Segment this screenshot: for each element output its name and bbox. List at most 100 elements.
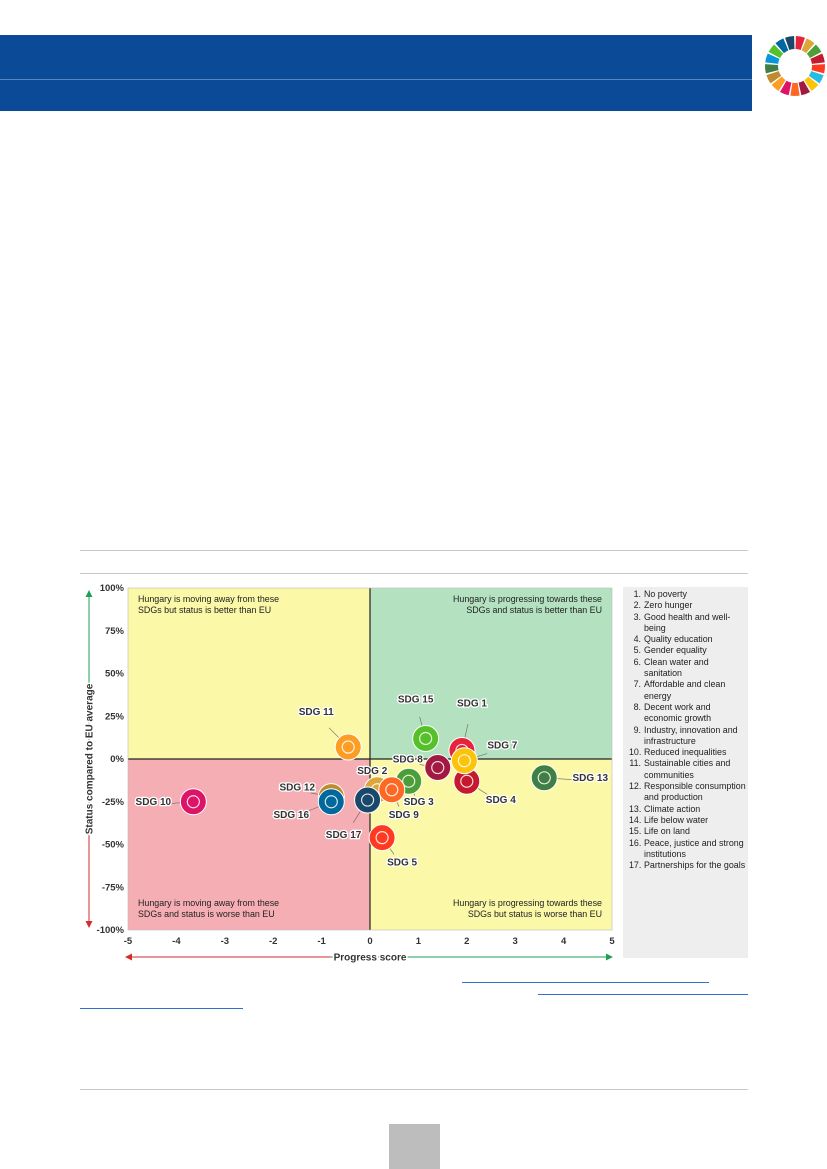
sdg-wheel-segment bbox=[811, 64, 825, 74]
x-axis-arrowhead-right bbox=[606, 953, 613, 961]
legend-item-label: Life below water bbox=[644, 814, 709, 825]
legend-item: 4. Quality education bbox=[629, 634, 748, 645]
x-tick-label: 0 bbox=[367, 936, 372, 947]
legend-item-label: Gender equality bbox=[644, 645, 707, 656]
quadrant-label-top-left: SDGs but status is better than EU bbox=[138, 605, 271, 615]
sdg-wheel-segment bbox=[801, 38, 815, 54]
legend-item: 16. Peace, justice and strong institution… bbox=[629, 838, 748, 861]
sdg-point-label: SDG 17 bbox=[326, 830, 362, 841]
x-axis-label: Progress score bbox=[334, 953, 407, 964]
legend-item: 9. Industry, innovation and infrastructur… bbox=[629, 725, 748, 748]
sdg-point-label: SDG 16 bbox=[273, 810, 309, 821]
sdg-point-label: SDG 3 bbox=[404, 797, 434, 808]
legend-item-label: Affordable and clean energy bbox=[644, 679, 726, 701]
legend-item: 11. Sustainable cities and communities bbox=[629, 758, 748, 781]
x-tick-label: 3 bbox=[513, 936, 518, 947]
legend-item-label: No poverty bbox=[644, 589, 687, 599]
quadrant-label-bottom-right: Hungary is progressing towards these bbox=[453, 898, 602, 908]
legend-item: 7. Affordable and clean energy bbox=[629, 679, 748, 702]
source-link-underline[interactable] bbox=[538, 994, 748, 995]
sdg-point-icon bbox=[419, 731, 433, 746]
sdg-point bbox=[368, 824, 396, 852]
legend-item-label: Responsible consumption and production bbox=[644, 781, 746, 803]
legend-item: 13. Climate action bbox=[629, 804, 748, 815]
legend-item-label: Zero hunger bbox=[644, 600, 693, 611]
plot-frame bbox=[127, 587, 613, 931]
quadrant-label-bottom-left: Hungary is moving away from these bbox=[138, 898, 279, 908]
y-tick-label: -25% bbox=[102, 797, 125, 808]
sdg-point-icon bbox=[186, 795, 200, 809]
sdg-wheel-segment bbox=[775, 38, 789, 54]
legend-item-label: Clean water and sanitation bbox=[644, 656, 709, 679]
x-axis-arrowhead-left bbox=[125, 953, 132, 961]
sdg-wheel-segment bbox=[808, 71, 824, 84]
legend-item-number: 16. bbox=[629, 837, 642, 848]
sdg-point-label: SDG 7 bbox=[487, 741, 517, 752]
sdg-point bbox=[424, 754, 452, 782]
legend-item: 6. Clean water and sanitation bbox=[629, 657, 748, 680]
sdg-point-label: SDG 5 bbox=[387, 858, 417, 869]
sdg-wheel-segment bbox=[779, 80, 792, 96]
sdg-point-label: SDG 8 bbox=[393, 755, 423, 766]
sdg-wheel-segment bbox=[765, 53, 780, 64]
legend-item-number: 13. bbox=[629, 803, 642, 814]
quadrant-label-top-right: SDGs and status is better than EU bbox=[466, 605, 602, 615]
sdg-point-icon bbox=[385, 783, 399, 797]
x-tick-label: 5 bbox=[609, 936, 615, 947]
sdg-point-label: SDG 11 bbox=[299, 707, 334, 718]
source-link-underline[interactable] bbox=[462, 982, 709, 983]
source-link-underline[interactable] bbox=[80, 1008, 243, 1009]
legend-item-number: 6. bbox=[633, 656, 641, 667]
legend-item-number: 2. bbox=[633, 600, 641, 611]
legend-item-number: 7. bbox=[633, 679, 641, 690]
quadrant-label-bottom-right: SDGs but status is worse than EU bbox=[468, 909, 602, 919]
sdg-point-icon bbox=[431, 760, 445, 775]
legend-item-label: Peace, justice and strong institutions bbox=[644, 837, 744, 859]
quadrant-top-left bbox=[128, 588, 370, 759]
legend-item-number: 17. bbox=[629, 860, 642, 871]
legend-item: 5. Gender equality bbox=[629, 645, 748, 656]
sdg-wheel-segment bbox=[806, 44, 822, 58]
legend-item: 12. Responsible consumption and productio… bbox=[629, 781, 748, 804]
sdg-point bbox=[450, 747, 478, 775]
y-tick-label: 75% bbox=[105, 626, 125, 637]
sdg-wheel-segment bbox=[798, 80, 811, 96]
x-tick-label: -4 bbox=[172, 936, 181, 947]
legend-item: 2. Zero hunger bbox=[629, 600, 748, 611]
sdg-point-icon bbox=[402, 774, 416, 788]
legend-item-label: Decent work and economic growth bbox=[644, 701, 712, 724]
legend-item: 15. Life on land bbox=[629, 826, 748, 837]
sdg-point-label: SDG 2 bbox=[357, 766, 387, 777]
y-axis-label: Status compared to EU average bbox=[85, 683, 96, 834]
sdg-point-label: SDG 13 bbox=[572, 773, 608, 784]
sdg-point-label: SDG 9 bbox=[389, 810, 419, 821]
y-tick-label: 0% bbox=[110, 754, 124, 765]
sdg-point-label: SDG 10 bbox=[136, 797, 172, 808]
sdg-point-icon bbox=[537, 771, 551, 785]
sdg-wheel-segment bbox=[804, 76, 819, 92]
y-axis-arrowhead-up bbox=[85, 590, 93, 597]
sdg-point-icon bbox=[341, 740, 355, 754]
header-divider bbox=[0, 79, 752, 80]
sdg-wheel-segment bbox=[771, 76, 786, 92]
y-tick-label: -100% bbox=[97, 925, 125, 936]
sdg-point bbox=[412, 724, 440, 752]
y-tick-label: 25% bbox=[105, 711, 125, 722]
figure-caption-rule bbox=[80, 573, 748, 574]
sdg-point-icon bbox=[457, 754, 471, 768]
legend-item-label: Reduced inequalities bbox=[644, 747, 727, 758]
y-axis-arrowhead-down bbox=[85, 921, 93, 928]
legend-item: 10. Reduced inequalities bbox=[629, 747, 748, 758]
legend-item-label: Life on land bbox=[644, 826, 690, 837]
sdg-point-label: SDG 1 bbox=[457, 698, 487, 709]
legend-item-number: 14. bbox=[629, 814, 642, 825]
quadrant-label-top-left: Hungary is moving away from these bbox=[138, 594, 279, 604]
sdg-point-icon bbox=[360, 793, 375, 807]
sdg-point-icon bbox=[375, 831, 389, 845]
legend-item-number: 4. bbox=[633, 634, 641, 645]
sdg-wheel-segment bbox=[766, 71, 782, 84]
sdg-point bbox=[378, 776, 406, 804]
figure-top-rule bbox=[80, 550, 748, 551]
quadrant-label-top-right: Hungary is progressing towards these bbox=[453, 594, 602, 604]
